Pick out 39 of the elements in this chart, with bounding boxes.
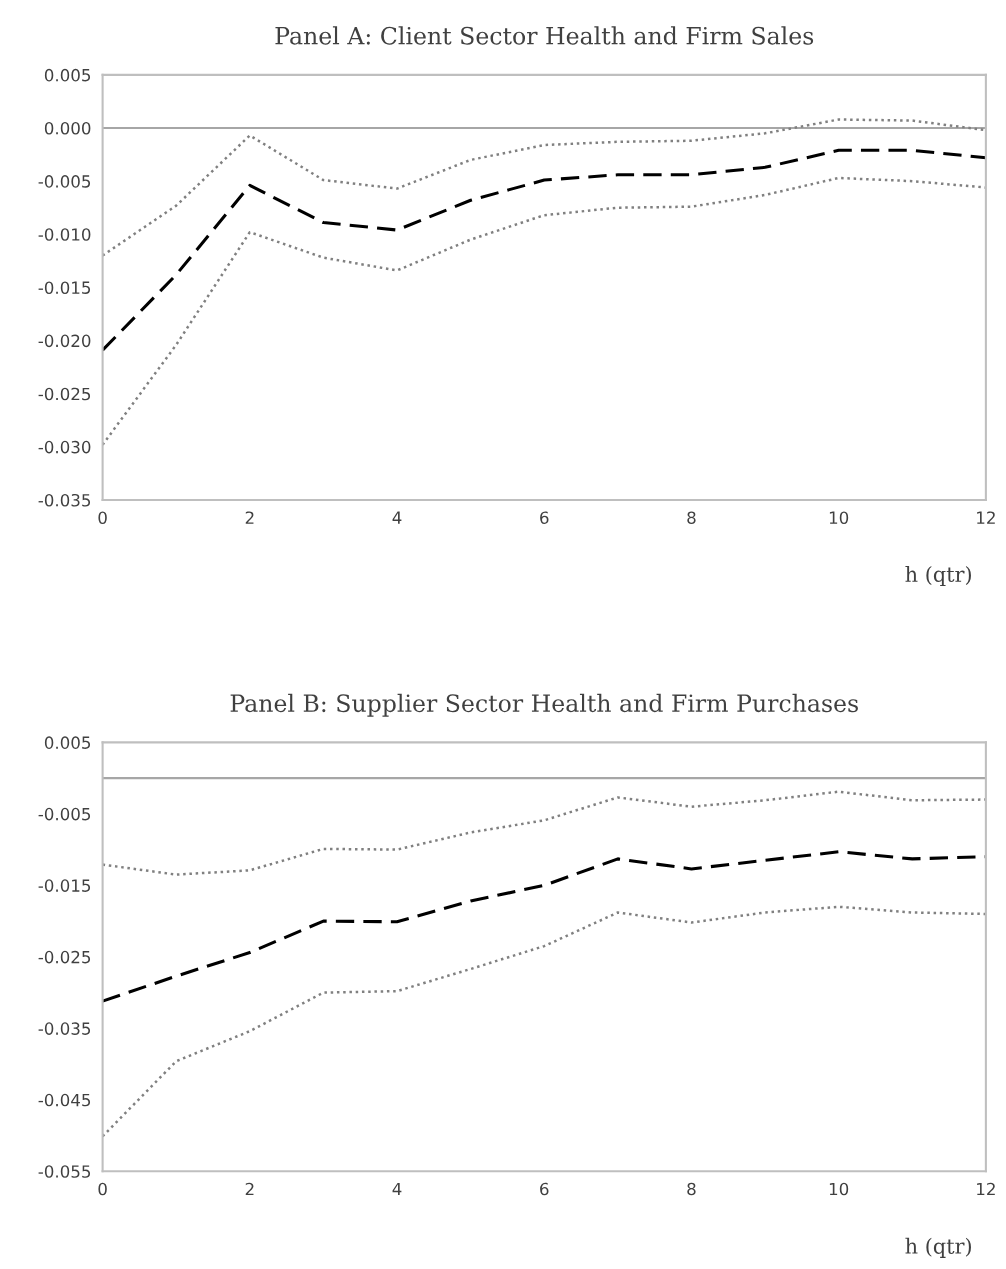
chart-title: Panel B: Supplier Sector Health and Firm Purchases bbox=[230, 693, 858, 717]
y-tick-label: -0.015 bbox=[38, 879, 91, 892]
x-tick-label: 6 bbox=[540, 1182, 549, 1196]
y-tick-label: -0.035 bbox=[38, 1022, 91, 1035]
x-tick-label: 0 bbox=[98, 1182, 107, 1196]
y-tick-label: -0.015 bbox=[38, 281, 91, 294]
y-tick-label: 0.000 bbox=[44, 121, 91, 135]
y-tick-label: 0.005 bbox=[44, 736, 91, 749]
x-tick-label: 4 bbox=[392, 1182, 402, 1196]
y-tick-label: 0.005 bbox=[44, 68, 91, 82]
line-series bbox=[102, 176, 986, 446]
line-series bbox=[102, 148, 986, 352]
y-tick-label: -0.025 bbox=[38, 950, 91, 964]
y-tick-label: -0.055 bbox=[38, 1165, 91, 1178]
y-tick-label: -0.030 bbox=[38, 440, 91, 454]
chart-title: Panel A: Client Sector Health and Firm Sales bbox=[275, 26, 814, 45]
x-axis-title: h (qtr) bbox=[905, 1237, 971, 1258]
x-tick-label: 6 bbox=[540, 511, 549, 524]
x-tick-label: 4 bbox=[392, 511, 402, 524]
x-tick-label: 2 bbox=[245, 511, 254, 524]
y-tick-label: -0.005 bbox=[38, 175, 91, 188]
x-tick-label: 10 bbox=[829, 511, 849, 524]
x-tick-label: 0 bbox=[98, 511, 107, 524]
y-tick-label: -0.020 bbox=[38, 334, 91, 348]
x-tick-label: 8 bbox=[687, 1182, 696, 1196]
y-tick-label: -0.010 bbox=[38, 228, 91, 241]
y-tick-label: -0.035 bbox=[38, 493, 91, 507]
line-series bbox=[102, 118, 986, 257]
line-series bbox=[102, 905, 986, 1138]
x-tick-label: 12 bbox=[977, 511, 995, 524]
x-tick-label: 8 bbox=[687, 511, 696, 524]
y-tick-label: -0.045 bbox=[38, 1093, 91, 1107]
x-axis-title: h (qtr) bbox=[905, 565, 971, 587]
x-tick-label: 10 bbox=[829, 1182, 849, 1196]
y-tick-label: -0.005 bbox=[38, 807, 91, 821]
x-tick-label: 2 bbox=[245, 1182, 254, 1196]
x-tick-label: 12 bbox=[977, 1182, 995, 1196]
line-series bbox=[102, 790, 986, 876]
y-tick-label: -0.025 bbox=[38, 387, 91, 401]
